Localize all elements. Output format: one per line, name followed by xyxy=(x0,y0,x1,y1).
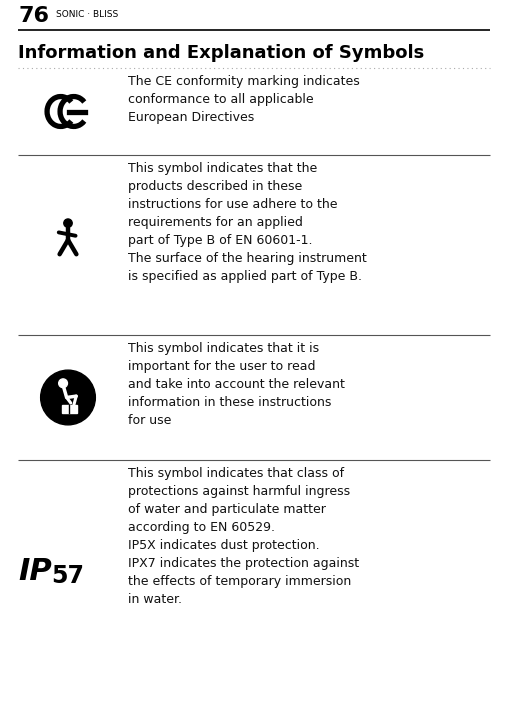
Text: The CE conformity marking indicates
conformance to all applicable
European Direc: The CE conformity marking indicates conf… xyxy=(128,75,359,124)
Text: IP: IP xyxy=(18,557,52,586)
Text: SONIC · BLISS: SONIC · BLISS xyxy=(56,10,118,19)
Text: This symbol indicates that the
products described in these
instructions for use : This symbol indicates that the products … xyxy=(128,162,366,283)
Bar xyxy=(62,405,77,413)
Circle shape xyxy=(64,219,72,227)
Text: Information and Explanation of Symbols: Information and Explanation of Symbols xyxy=(18,44,423,62)
Text: 57: 57 xyxy=(51,564,84,588)
Circle shape xyxy=(59,379,67,388)
Circle shape xyxy=(40,370,95,425)
Text: This symbol indicates that class of
protections against harmful ingress
of water: This symbol indicates that class of prot… xyxy=(128,467,359,606)
Text: This symbol indicates that it is
important for the user to read
and take into ac: This symbol indicates that it is importa… xyxy=(128,342,344,427)
Text: 76: 76 xyxy=(18,6,49,26)
